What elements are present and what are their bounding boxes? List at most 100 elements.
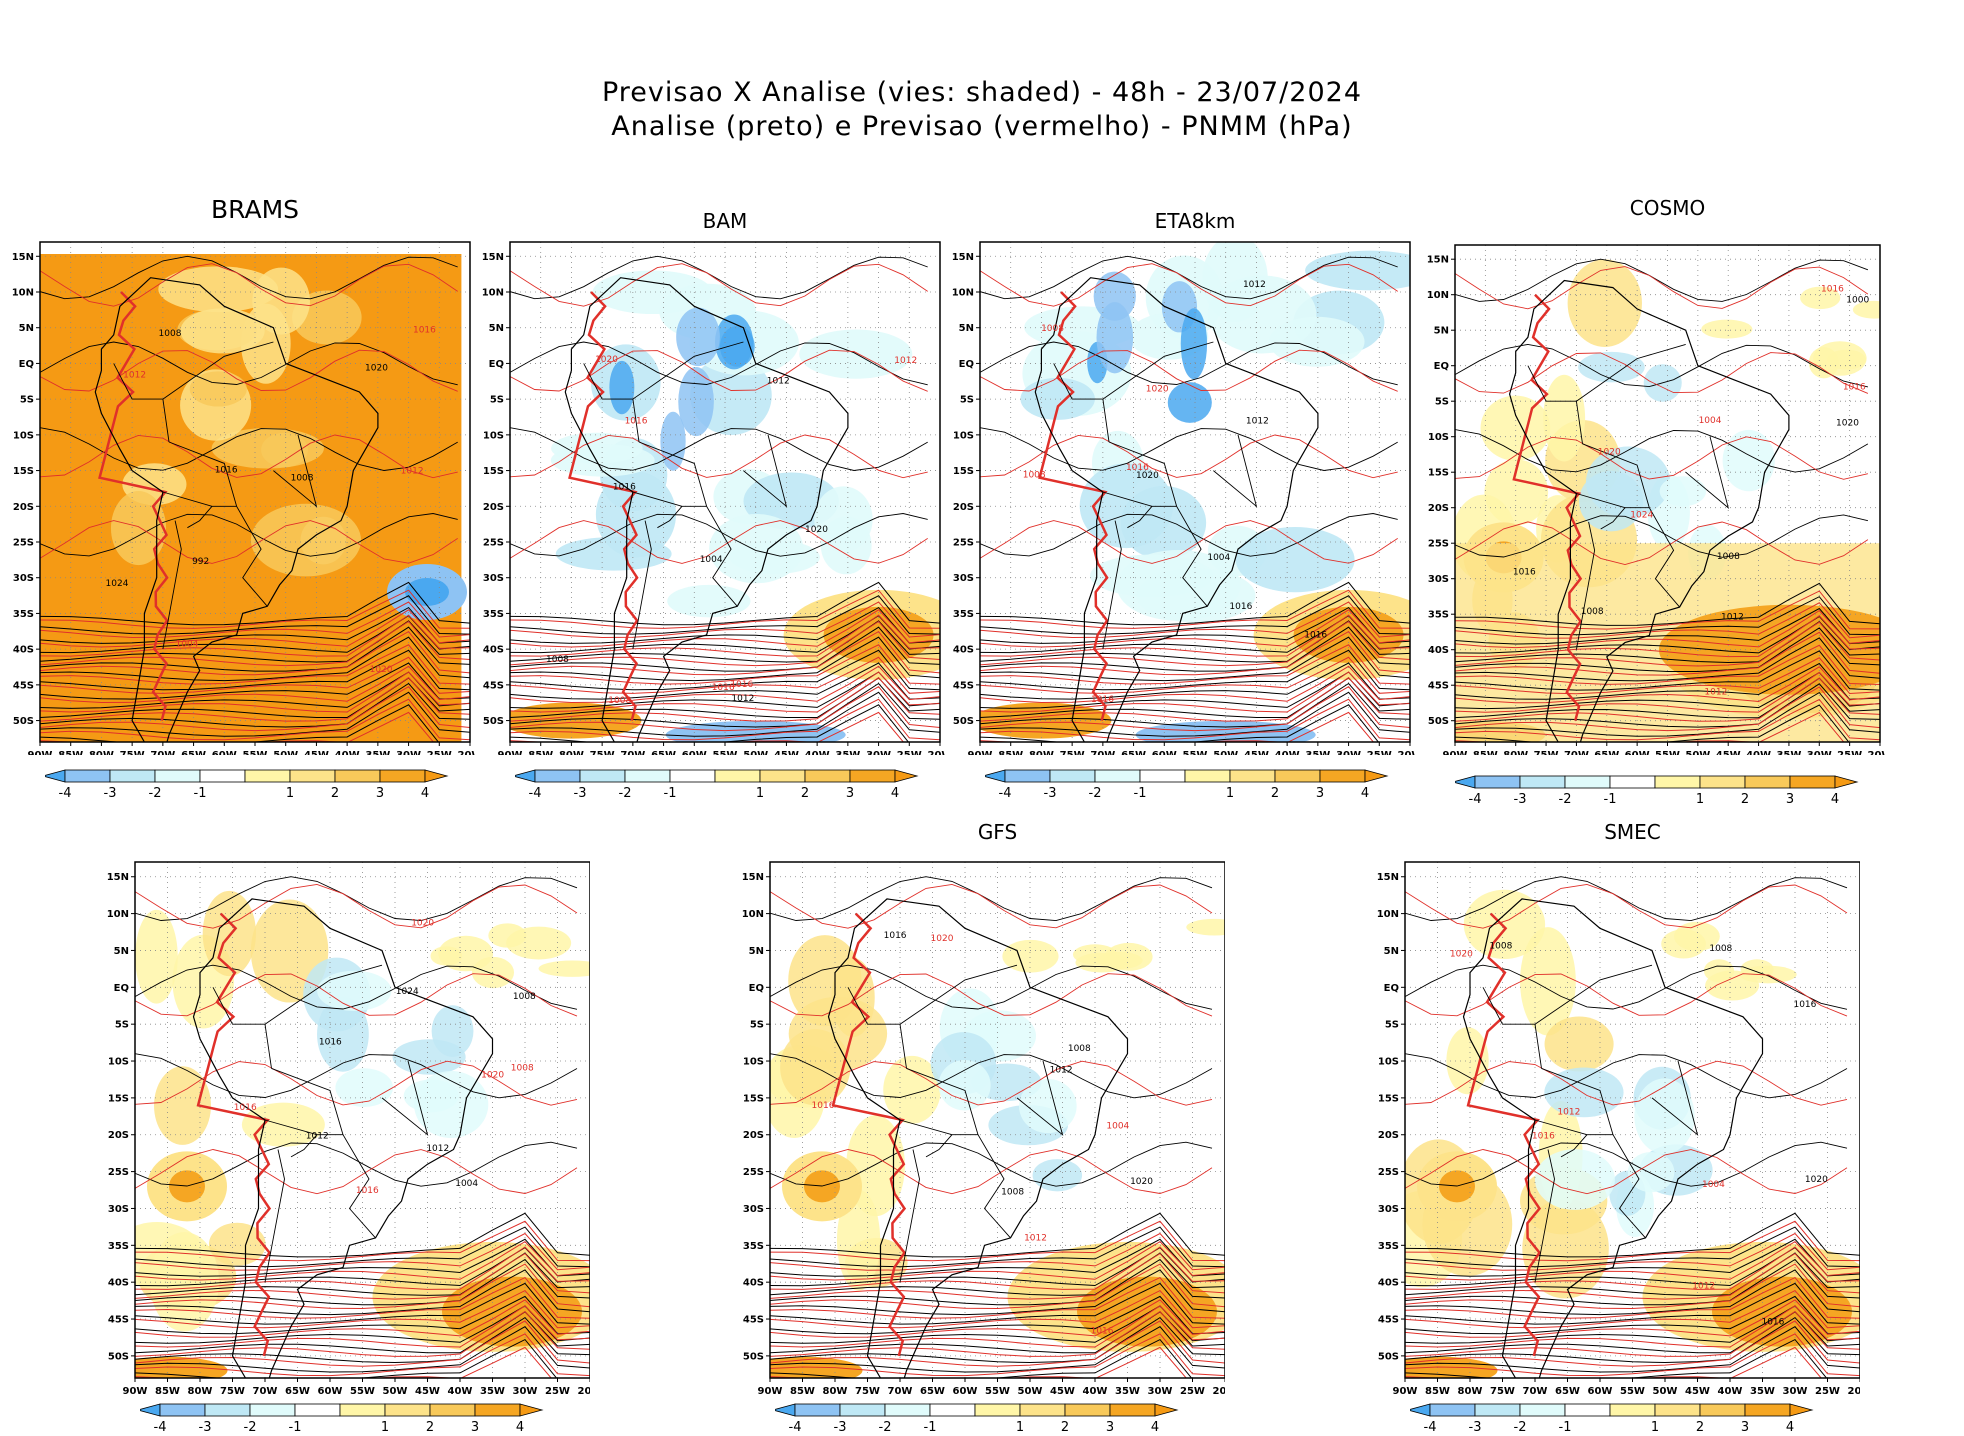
isobar-label: 1016 <box>613 483 636 493</box>
lat-tick-label: 15S <box>953 466 974 477</box>
isobar-label: 1020 <box>1146 384 1169 394</box>
lon-tick-label: 45W <box>1716 750 1741 755</box>
country-border <box>1127 506 1153 529</box>
colorbar-arrow-right <box>1364 769 1389 783</box>
lat-tick-label: 15S <box>1378 1093 1399 1104</box>
isobar-label: 1012 <box>1243 280 1266 290</box>
lon-tick-label: 50W <box>1653 1386 1678 1397</box>
isobar-label: 1024 <box>106 579 129 589</box>
lat-tick-label: 25S <box>743 1167 764 1178</box>
isobar-forecast <box>1405 1220 1860 1262</box>
bias-shade-negative <box>1659 476 1707 507</box>
lon-tick-label: 40W <box>1746 750 1771 755</box>
bias-shade-positive <box>1520 927 1576 1036</box>
isobar-label: 1020 <box>1805 1175 1828 1185</box>
lat-tick-label: 5S <box>490 395 504 406</box>
lon-tick-label: 45W <box>304 750 329 755</box>
lat-tick-label: 15S <box>743 1093 764 1104</box>
lat-tick-label: 5N <box>1384 946 1399 957</box>
bias-shade-negative <box>431 1005 474 1057</box>
isobar-forecast <box>510 434 928 479</box>
isobar-label: 1020 <box>805 525 828 535</box>
lat-tick-label: 10S <box>743 1057 764 1068</box>
country-border <box>113 363 170 443</box>
lat-tick-label: EQ <box>489 359 504 370</box>
isobar-analysis <box>40 427 458 471</box>
lat-tick-label: 10S <box>1378 1057 1399 1068</box>
bias-shade-negative <box>609 360 635 415</box>
country-border <box>1685 436 1729 509</box>
country-border <box>1534 1149 1555 1283</box>
isobar-analysis <box>980 691 1410 737</box>
colorbar-segment <box>884 1403 931 1417</box>
colorbar-arrow-left <box>775 1403 796 1417</box>
colorbar-segment <box>379 769 426 783</box>
coastline <box>1462 898 1764 1378</box>
isobar-forecast <box>40 677 470 722</box>
colorbar-label: -3 <box>834 1420 847 1435</box>
isobar-analysis <box>135 964 578 1010</box>
isobar-forecast <box>770 1276 1225 1319</box>
isobar-analysis <box>980 341 1398 386</box>
isobar-label: 1008 <box>511 1063 534 1073</box>
lon-tick-label: 20W <box>1213 1386 1225 1397</box>
lat-tick-label: 25S <box>1378 1167 1399 1178</box>
lat-tick-label: 5N <box>749 946 764 957</box>
isobar-label: 1004 <box>1106 1122 1129 1132</box>
lon-tick-label: 65W <box>651 750 676 755</box>
isobar-analysis <box>1405 1295 1860 1335</box>
lat-tick-label: EQ <box>749 983 764 994</box>
lon-tick-label: 85W <box>528 750 553 755</box>
colorbar-segment <box>64 769 111 783</box>
isobar-forecast <box>1405 1346 1822 1378</box>
isobar-analysis <box>135 1212 590 1258</box>
lon-tick-label: 75W <box>1060 750 1085 755</box>
colorbar-label: 4 <box>891 786 899 801</box>
colorbar-segment <box>199 769 246 783</box>
lat-tick-label: 10S <box>953 430 974 441</box>
isobar-forecast <box>40 644 470 685</box>
isobar-forecast <box>770 1232 1225 1271</box>
country-border <box>899 1149 920 1283</box>
colorbar-label: 1 <box>1016 1420 1024 1435</box>
lon-tick-label: 80W <box>559 750 584 755</box>
colorbar-segment <box>1139 769 1186 783</box>
isobar-label: 1012 <box>1557 1107 1580 1117</box>
lon-tick-label: 40W <box>805 750 830 755</box>
isobar-label: 1008 <box>291 473 314 483</box>
colorbar-label: -1 <box>1134 786 1147 801</box>
lon-tick-label: 25W <box>1367 750 1392 755</box>
isobar-forecast <box>980 601 1410 639</box>
lat-tick-label: 15N <box>1377 872 1399 883</box>
lon-tick-label: 90W <box>28 750 53 755</box>
lat-tick-label: 10N <box>742 909 764 920</box>
lon-tick-label: 80W <box>188 1386 213 1397</box>
isobar-forecast <box>40 656 470 694</box>
lon-tick-label: 60W <box>1625 750 1650 755</box>
lon-tick-label: 25W <box>427 750 452 755</box>
isobar-analysis <box>1455 596 1880 636</box>
lon-tick-label: 30W <box>866 750 891 755</box>
isobar-analysis <box>40 255 458 300</box>
isobar-label: 1020 <box>1130 1177 1153 1187</box>
colorbar-segment <box>249 1403 296 1417</box>
colorbar-segment <box>1274 769 1321 783</box>
colorbar-label: 3 <box>1106 1420 1114 1435</box>
bias-shade-negative <box>317 970 392 1012</box>
colorbar-label: 3 <box>376 786 384 801</box>
bias-shade-positive <box>135 1222 204 1289</box>
isobar-analysis <box>770 1269 1225 1316</box>
isobar-forecast <box>980 686 1410 732</box>
isobar-label: 1016 <box>215 465 238 475</box>
isobar-analysis <box>40 626 470 672</box>
lon-tick-label: 70W <box>1090 750 1115 755</box>
isobar-forecast <box>510 609 940 648</box>
colorbar-arrow-left <box>1455 775 1476 789</box>
isobar-analysis <box>980 636 1410 682</box>
isobar-label: 1012 <box>1050 1066 1073 1076</box>
isobar-label: 1008 <box>1001 1188 1024 1198</box>
lon-tick-label: 85W <box>1425 1386 1450 1397</box>
country-border <box>1213 434 1258 508</box>
bias-shade-negative <box>1167 382 1212 423</box>
isobar-forecast <box>40 609 470 648</box>
